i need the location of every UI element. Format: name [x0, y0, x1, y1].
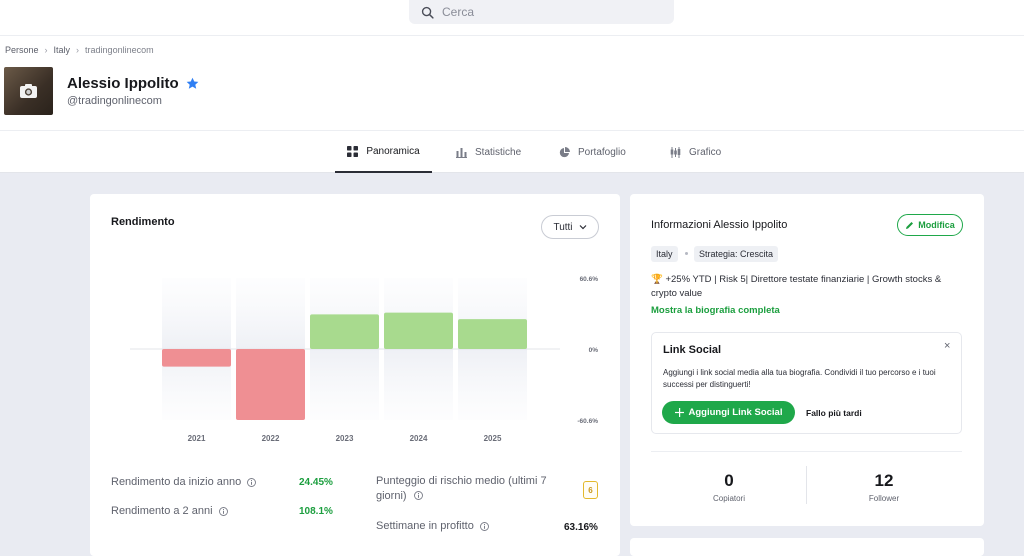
chart-bar-2021[interactable]: [162, 349, 231, 367]
copiers-count: 0: [724, 471, 734, 490]
divider: [651, 451, 962, 452]
info-icon[interactable]: [218, 507, 228, 516]
star-icon: [186, 77, 199, 89]
tab-bar: Panoramica Statistiche Portafoglio Grafi…: [0, 130, 1024, 173]
chevron-right-icon: ›: [44, 45, 48, 55]
chart-y-tick-label: 0%: [589, 347, 599, 354]
pencil-icon: [906, 221, 914, 229]
add-social-links-label: Aggiungi Link Social: [688, 407, 783, 418]
chart-bar-2022[interactable]: [236, 349, 305, 420]
chart-bar-2024[interactable]: [384, 312, 453, 349]
followers-label[interactable]: Follower: [868, 494, 900, 503]
tab-grafico[interactable]: Grafico: [670, 131, 721, 173]
search-box[interactable]: [409, 0, 674, 24]
profile-name-text: Alessio Ippolito: [67, 75, 179, 92]
bio-text: 🏆 +25% YTD | Risk 5| Direttore testate f…: [651, 274, 942, 299]
performance-chart: 2021 2022 2023 2024 2025 60.6% 0% -60.6%: [130, 276, 599, 443]
risk-score-label: Punteggio di rischio medio (ultimi 7 gio…: [376, 474, 562, 504]
separator-dot: [685, 252, 688, 255]
info-icon[interactable]: [413, 491, 423, 500]
top-bar: [0, 0, 1024, 36]
profit-weeks-label: Settimane in profitto: [376, 519, 489, 534]
ytd-return-label: Rendimento da inizio anno: [111, 475, 257, 490]
tab-label: Panoramica: [366, 145, 420, 157]
breadcrumb-item-italy[interactable]: Italy: [53, 45, 71, 55]
chart-bar-2025[interactable]: [458, 319, 527, 349]
chart-x-label: 2025: [484, 434, 502, 443]
chip-strategy[interactable]: Strategia: Crescita: [694, 246, 779, 262]
tab-label: Grafico: [689, 146, 722, 158]
social-links-description: Aggiungi i link social media alla tua bi…: [663, 368, 936, 389]
profile-username: @tradingonlinecom: [67, 95, 162, 107]
social-links-box: Link Social × Aggiungi i link social med…: [651, 332, 962, 434]
ytd-return-label-text: Rendimento da inizio anno: [111, 476, 242, 488]
performance-title: Rendimento: [111, 216, 175, 228]
tab-label: Statistiche: [475, 146, 522, 158]
tab-panoramica[interactable]: Panoramica: [335, 131, 432, 173]
breadcrumb: Persone › Italy › tradingonlinecom: [5, 45, 154, 55]
chevron-right-icon: ›: [76, 45, 80, 55]
close-icon[interactable]: ×: [944, 340, 951, 352]
divider: [806, 466, 807, 504]
tab-label: Portafoglio: [578, 146, 626, 158]
chart-x-label: 2022: [262, 434, 280, 443]
tab-statistiche[interactable]: Statistiche: [456, 131, 521, 173]
info-card: Informazioni Alessio Ippolito Modifica I…: [630, 194, 984, 526]
two-year-return-label-text: Rendimento a 2 anni: [111, 505, 213, 517]
add-social-links-button[interactable]: Aggiungi Link Social: [662, 401, 795, 424]
chip-country[interactable]: Italy: [651, 246, 678, 262]
bar-chart-icon: [456, 147, 467, 158]
plus-icon: [674, 408, 684, 417]
social-links-title: Link Social: [663, 344, 722, 356]
search-icon: [421, 6, 434, 19]
chevron-down-icon: [579, 225, 586, 230]
chart-x-label: 2024: [410, 434, 428, 443]
next-card: [630, 538, 984, 556]
show-full-bio-link[interactable]: Mostra la biografia completa: [651, 305, 780, 316]
risk-score-badge: 6: [583, 481, 598, 499]
info-icon[interactable]: [479, 522, 489, 531]
grid-icon: [347, 145, 359, 157]
search-input[interactable]: [442, 5, 662, 19]
copiers-label[interactable]: Copiatori: [712, 494, 745, 503]
pie-chart-icon: [559, 146, 570, 157]
breadcrumb-item-current: tradingonlinecom: [85, 45, 154, 55]
period-select[interactable]: Tutti: [541, 215, 599, 239]
ytd-return-value: 24.45%: [299, 477, 333, 488]
period-select-label: Tutti: [553, 221, 573, 233]
edit-button[interactable]: Modifica: [897, 214, 963, 236]
two-year-return-label: Rendimento a 2 anni: [111, 504, 228, 519]
tab-portafoglio[interactable]: Portafoglio: [559, 131, 626, 173]
candlestick-icon: [670, 146, 681, 158]
chart-x-label: 2023: [336, 434, 354, 443]
two-year-return-value: 108.1%: [299, 506, 333, 517]
later-button[interactable]: Fallo più tardi: [806, 408, 862, 418]
profit-weeks-label-text: Settimane in profitto: [376, 520, 474, 532]
chart-x-label: 2021: [188, 434, 206, 443]
info-icon[interactable]: [247, 478, 257, 487]
chart-y-tick-label: -60.6%: [577, 418, 598, 425]
profile-name: Alessio Ippolito: [67, 75, 199, 92]
camera-icon: [20, 84, 37, 98]
followers-count: 12: [874, 471, 894, 490]
breadcrumb-item-persone[interactable]: Persone: [5, 45, 39, 55]
profile-header: Persone › Italy › tradingonlinecom Aless…: [0, 36, 1024, 130]
profit-weeks-value: 63.16%: [564, 522, 598, 533]
avatar[interactable]: [4, 67, 53, 115]
risk-score-label-text: Punteggio di rischio medio (ultimi 7 gio…: [376, 475, 547, 502]
edit-button-label: Modifica: [918, 220, 955, 230]
chart-bar-2023[interactable]: [310, 314, 379, 349]
performance-card: Rendimento Tutti 2021 2022 2023 2024 2025 60.…: [90, 194, 620, 556]
chart-y-tick-label: 60.6%: [580, 276, 599, 283]
info-title: Informazioni Alessio Ippolito: [651, 219, 788, 231]
